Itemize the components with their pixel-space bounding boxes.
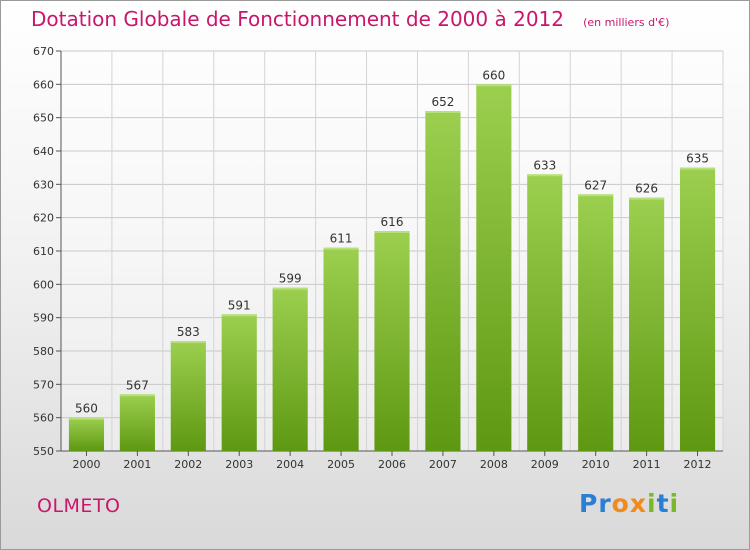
x-tick-label: 2003 [225, 458, 253, 471]
title-row: Dotation Globale de Fonctionnement de 20… [31, 7, 669, 31]
bar-top-edge [679, 167, 716, 170]
x-tick-label: 2005 [327, 458, 355, 471]
x-tick-label: 2001 [123, 458, 151, 471]
value-label: 626 [635, 182, 658, 196]
bar-top-edge [527, 174, 563, 177]
bar [323, 247, 359, 451]
bars [68, 84, 716, 452]
bar-top-edge [272, 287, 308, 290]
value-label: 583 [177, 325, 200, 339]
y-tick-label: 620 [33, 212, 54, 225]
bar [629, 197, 665, 451]
bar [527, 174, 563, 452]
bar-top-edge [119, 394, 155, 397]
y-tick-label: 610 [33, 245, 54, 258]
value-label: 660 [482, 68, 505, 82]
x-tick-label: 2002 [174, 458, 202, 471]
logo-letter: i [669, 489, 680, 518]
bar [170, 341, 206, 451]
y-tick-label: 580 [33, 345, 54, 358]
bar-top-edge [374, 231, 410, 233]
y-tick-label: 650 [33, 112, 54, 125]
value-label: 567 [126, 378, 149, 392]
bar [68, 417, 105, 451]
y-tick-label: 560 [33, 412, 54, 425]
y-tick-label: 600 [33, 278, 54, 291]
bar [476, 84, 512, 451]
bar-top-edge [629, 197, 665, 200]
value-label: 611 [330, 232, 353, 246]
x-tick-label: 2009 [531, 458, 559, 471]
axes: 550 560 570 580 590 600 610 620 630 640 650 660 670 2… [33, 45, 723, 471]
x-tick-label: 2004 [276, 458, 304, 471]
logo-letter: P [579, 489, 599, 518]
x-tick-label: 2008 [480, 458, 508, 471]
x-tick-label: 2007 [429, 458, 457, 471]
x-tick-label: 2010 [582, 458, 610, 471]
y-tick-label: 570 [33, 378, 54, 391]
bar [119, 394, 155, 451]
bar-top-edge [68, 417, 105, 420]
chart-title: Dotation Globale de Fonctionnement de 20… [31, 7, 564, 31]
bar-top-edge [170, 341, 206, 343]
bar [272, 287, 308, 451]
x-tick-label: 2011 [633, 458, 661, 471]
value-label: 635 [686, 152, 709, 166]
logo-letter: x [629, 489, 647, 518]
x-tick-label: 2006 [378, 458, 406, 471]
y-tick-label: 640 [33, 145, 54, 158]
value-label: 560 [75, 402, 98, 416]
x-tick-label: 2012 [684, 458, 712, 471]
y-tick-label: 670 [33, 45, 54, 58]
value-label: 633 [533, 158, 556, 172]
y-tick-label: 660 [33, 78, 54, 91]
data-labels: 560 567 583 591 599 611 616 652 660 633 627 626 635 [75, 68, 709, 415]
value-label: 591 [228, 298, 251, 312]
bar [425, 111, 461, 451]
bar-top-edge [578, 194, 614, 197]
bar [679, 167, 716, 451]
value-label: 599 [279, 272, 302, 286]
value-label: 616 [381, 215, 404, 229]
bar-top-edge [425, 111, 461, 113]
bar-top-edge [323, 247, 359, 250]
logo-letter: o [611, 489, 630, 518]
bar [578, 194, 614, 452]
proxiti-logo: Proxiti [579, 489, 679, 518]
logo-letter: t [656, 489, 670, 518]
bar [221, 314, 257, 451]
bar [374, 231, 410, 451]
bar-top-edge [476, 84, 512, 87]
y-tick-label: 550 [33, 445, 54, 458]
value-label: 652 [431, 95, 454, 109]
y-tick-label: 630 [33, 178, 54, 191]
bar-top-edge [221, 314, 257, 317]
logo-letter: i [647, 489, 657, 518]
x-tick-label: 2000 [72, 458, 100, 471]
logo-letter: r [598, 489, 612, 518]
commune-name: OLMETO [37, 495, 121, 517]
chart-unit: (en milliers d'€) [583, 16, 670, 29]
y-tick-label: 590 [33, 312, 54, 325]
value-label: 627 [584, 178, 607, 192]
